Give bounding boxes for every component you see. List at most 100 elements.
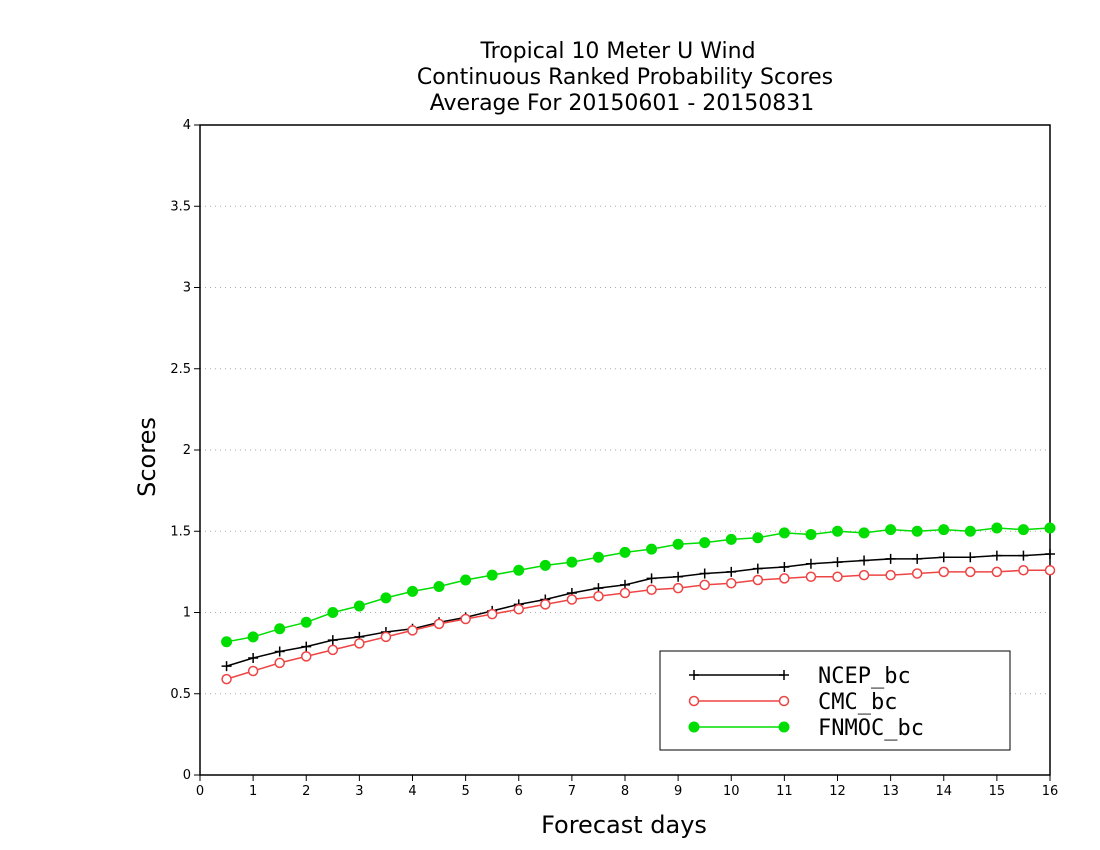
data-point [673,571,684,582]
legend-marker [778,721,790,733]
data-point [646,543,658,555]
data-point [991,522,1003,534]
legend-marker [689,670,699,680]
y-tick-label: 1.5 [170,524,191,539]
x-tick-label: 7 [568,784,576,799]
data-point [460,613,471,625]
data-point [1044,565,1056,576]
y-tick-label: 4 [183,118,191,133]
y-tick-label: 0 [183,768,191,783]
data-point [1044,522,1056,534]
data-point [300,616,312,628]
data-point [619,546,631,558]
data-point [274,646,285,657]
data-point [938,566,949,578]
x-tick-label: 13 [882,784,899,799]
data-point [539,559,551,571]
data-point [1045,549,1055,559]
grid [200,205,1050,695]
data-point [354,638,365,649]
legend-entry: FNMOC_bc [688,716,924,741]
data-point [858,527,870,539]
data-point [885,553,896,564]
data-point [221,673,232,685]
chart-title-line-2: Continuous Ranked Probability Scores [417,65,833,90]
axes: 00.511.522.533.540 1 2 3 4 5 6 7 8 9 10 11 12 13 14 15 1… [170,118,1058,799]
x-tick-label: 1 [249,784,257,799]
data-point [965,552,976,563]
data-point [725,533,737,545]
data-point [832,525,843,537]
data-point [779,562,790,572]
data-point [938,552,949,563]
series-fnmoc-bc [221,522,1056,648]
y-tick-label: 1 [183,606,191,621]
data-point [327,644,339,656]
series [221,522,1056,685]
legend-label: FNMOC_bc [818,716,924,741]
data-point [991,550,1002,561]
x-tick-label: 0 [196,784,204,799]
data-point [752,563,763,574]
data-point [752,574,764,586]
x-tick-label: 4 [408,784,416,799]
data-point [646,573,657,584]
chart-title-line-1: Tropical 10 Meter U Wind [479,39,755,64]
data-point [301,641,312,652]
x-axis-label: Forecast days [541,811,707,839]
series-cmc-bc [221,565,1056,685]
data-point [912,553,923,564]
x-tick-label: 12 [829,784,846,799]
data-point [858,569,870,581]
x-tick-label: 16 [1042,784,1059,799]
data-point [832,557,843,568]
x-tick-label: 5 [461,784,469,799]
x-tick-label: 11 [776,784,793,799]
data-point [540,599,551,610]
data-point [301,651,312,662]
data-point [911,525,923,537]
data-point [1017,524,1029,536]
y-tick-label: 3.5 [170,199,191,214]
data-point [460,574,472,586]
data-point [327,607,339,618]
data-point [592,551,604,563]
legend-entry: NCEP_bc [689,664,911,689]
data-point [805,558,816,569]
data-point [938,524,950,536]
data-point [274,623,286,635]
data-point [566,556,578,568]
series-line [226,527,1051,643]
data-point [221,661,232,672]
data-point [991,566,1003,578]
data-point [407,625,418,636]
data-point [726,578,737,589]
x-tick-label: 6 [515,784,523,799]
data-point [1018,565,1029,576]
data-point [566,594,578,605]
data-point [885,569,896,581]
series-line [226,553,1051,667]
x-tick-label: 14 [935,784,952,799]
data-point [1018,550,1029,561]
data-point [805,529,817,540]
data-point [380,631,392,643]
data-point [248,653,259,663]
data-point [778,527,790,539]
data-point [672,538,684,550]
chart-title-line-3: Average For 20150601 - 20150831 [430,91,815,116]
data-point [593,591,604,602]
legend-label: CMC_bc [818,690,897,715]
data-point [672,582,684,594]
data-point [327,635,338,646]
y-tick-label: 0.5 [170,687,191,702]
y-tick-label: 2 [183,443,191,458]
x-tick-label: 9 [674,784,682,799]
y-tick-label: 2.5 [170,362,191,377]
data-point [699,579,710,591]
data-point [380,592,392,604]
data-point [859,555,870,566]
